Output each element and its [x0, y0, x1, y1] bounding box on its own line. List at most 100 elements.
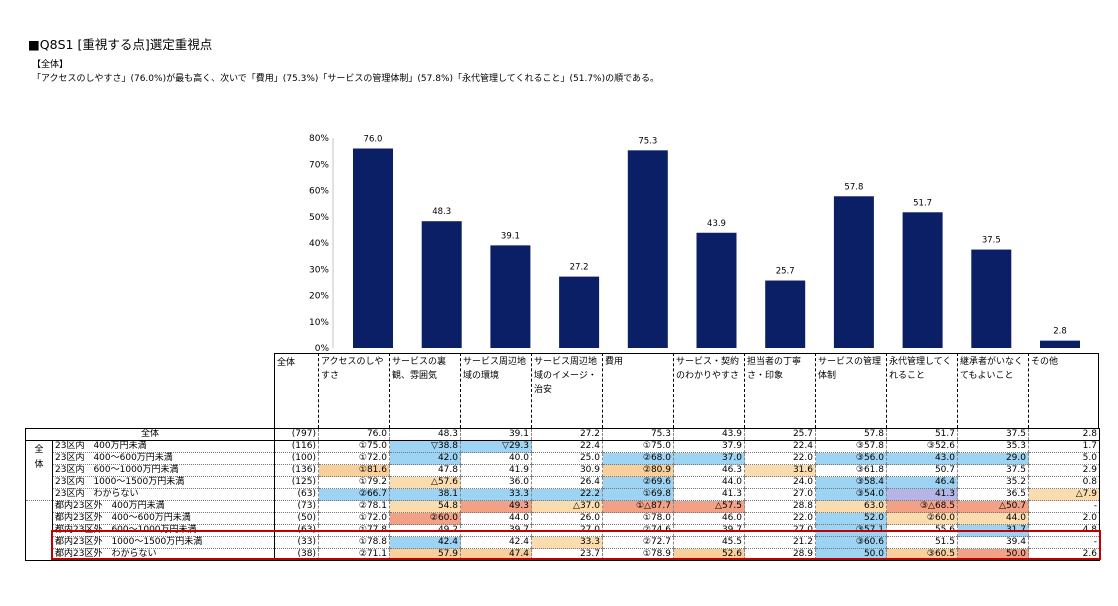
table-cell: ③61.8 [815, 464, 887, 477]
table-column-header: サービス・契約 のわかりやすさ [673, 353, 744, 428]
table-cell: ②60.0 [389, 512, 461, 525]
row-label: 23区内 400～600万円未満 [55, 453, 173, 463]
table-cell: 46.4 [886, 476, 958, 489]
table-cell: ③52.6 [886, 440, 958, 453]
y-tick-label: 60% [309, 187, 329, 197]
table-cell: ②68.0 [602, 452, 674, 465]
row-group-label: 全体 [25, 440, 53, 501]
table-cell: ①75.0 [602, 440, 674, 453]
table-row: 都内23区外 600～1000万円未満 (63) ①77.8 49.2 39.7 27.0… [25, 524, 1100, 537]
row-n: (38) [274, 548, 319, 561]
table-cell: 1.7 [1028, 440, 1100, 453]
table-cell: △57.6 [389, 476, 461, 489]
table-cell: 27.0 [744, 524, 816, 537]
bar [971, 249, 1012, 348]
row-n: (125) [274, 476, 319, 489]
table-cell: ②69.6 [602, 476, 674, 489]
table-cell: 47.8 [389, 464, 461, 477]
table-cell: 42.0 [389, 452, 461, 465]
data-table: 全体 (797) 76.0 48.3 39.1 27.2 75.3 43.9 25.7 57.8 5… [25, 428, 1100, 561]
column-header-line: サービスの裏 [392, 357, 447, 367]
table-cell: 36.5 [957, 488, 1029, 501]
table-cell: 0.8 [1028, 476, 1100, 489]
row-label: 23区内 600～1000万円未満 [55, 465, 179, 475]
table-cell: 26.0 [531, 512, 603, 525]
table-cell: ①81.6 [318, 464, 390, 477]
bar [833, 196, 874, 348]
bar-value-label: 76.0 [364, 135, 383, 145]
table-row: 都内23区外 わからない (38) ②71.1 57.9 47.4 23.7 ①78.9 52… [25, 548, 1100, 561]
bar-value-label: 2.8 [1053, 327, 1067, 337]
table-cell: 37.0 [673, 452, 745, 465]
row-n: (100) [274, 452, 319, 465]
table-cell: ③57.1 [815, 524, 887, 537]
table-column-header: 継承者がいなく てもよいこと [957, 353, 1028, 428]
table-column-header: サービスの管理 体制 [815, 353, 886, 428]
table-cell: ②71.1 [318, 548, 390, 561]
side-label: 全 [34, 445, 44, 455]
table-cell: ③58.4 [815, 476, 887, 489]
table-cell: ①78.0 [602, 512, 674, 525]
bar [627, 150, 668, 348]
row-label: 23区内 1000～1500万円未満 [55, 477, 185, 487]
table-cell: 2.8 [1028, 428, 1100, 441]
table-cell: ②66.7 [318, 488, 390, 501]
summary-text: 「アクセスのしやすさ」(76.0%)が最も高く、次いで「費用」(75.3%)「サ… [32, 74, 660, 84]
column-header-line [1031, 383, 1097, 397]
row-n: (116) [274, 440, 319, 453]
column-header-line: サービス周辺地 [463, 357, 527, 367]
column-header-line: すさ [321, 371, 340, 381]
row-label: 23区内 400万円未満 [55, 441, 147, 451]
table-cell: ①72.0 [318, 512, 390, 525]
column-header-line: アクセスのしや [321, 357, 384, 367]
table-cell: 42.4 [460, 536, 532, 549]
table-row: 全体 23区内 400万円未満 (116) ①75.0 ▽38.8 ▽29.3 22.4 ①7… [25, 440, 1100, 501]
table-cell: 27.2 [531, 428, 603, 441]
row-n: (50) [274, 512, 319, 525]
table-cell: - [1028, 536, 1100, 549]
table-cell: 45.5 [673, 536, 745, 549]
table-cell: △37.0 [531, 500, 603, 513]
table-cell: ②72.7 [602, 536, 674, 549]
row-label: 都内23区外 わからない [55, 549, 157, 559]
table-cell: 44.0 [957, 512, 1029, 525]
table-cell: 22.4 [744, 440, 816, 453]
bar [902, 212, 943, 348]
table-cell: 46.3 [673, 464, 745, 477]
table-cell: 37.5 [957, 428, 1029, 441]
bar [1040, 340, 1080, 348]
column-header-line: 継承者がいなく [960, 357, 1024, 367]
row-n: (63) [274, 524, 319, 537]
row-label: 都内23区外 400万円未満 [55, 501, 165, 511]
table-cell: 2.6 [1028, 548, 1100, 561]
table-column-header: 担当者の丁寧 さ・印象 [744, 353, 815, 428]
bar-value-label: 75.3 [638, 136, 657, 146]
table-cell: 42.4 [389, 536, 461, 549]
row-group-spacer [25, 500, 53, 561]
table-cell: ②60.0 [886, 512, 958, 525]
table-cell: 25.0 [531, 452, 603, 465]
table-cell: 21.2 [744, 536, 816, 549]
table-cell: 37.9 [673, 440, 745, 453]
table-cell: 55.6 [886, 524, 958, 537]
table-cell: 22.4 [531, 440, 603, 453]
table-cell: ①72.0 [318, 452, 390, 465]
table-cell: ③57.8 [815, 440, 887, 453]
table-cell: 39.7 [673, 524, 745, 537]
row-label: 都内23区外 600～1000万円未満 [55, 525, 197, 535]
table-cell: 2.0 [1028, 512, 1100, 525]
bar [490, 245, 531, 348]
table-cell: 4.8 [1028, 524, 1100, 537]
table-cell: 30.9 [531, 464, 603, 477]
table-cell: 28.8 [744, 500, 816, 513]
table-cell: 22.0 [744, 452, 816, 465]
table-cell: 57.8 [815, 428, 887, 441]
table-cell: 43.0 [886, 452, 958, 465]
table-cell: ②80.9 [602, 464, 674, 477]
table-cell: 54.8 [389, 500, 461, 513]
bar-value-label: 37.5 [982, 236, 1001, 246]
table-cell: 40.0 [460, 452, 532, 465]
table-cell: 63.0 [815, 500, 887, 513]
column-header-line [463, 383, 529, 397]
table-cell: 41.3 [886, 488, 958, 501]
